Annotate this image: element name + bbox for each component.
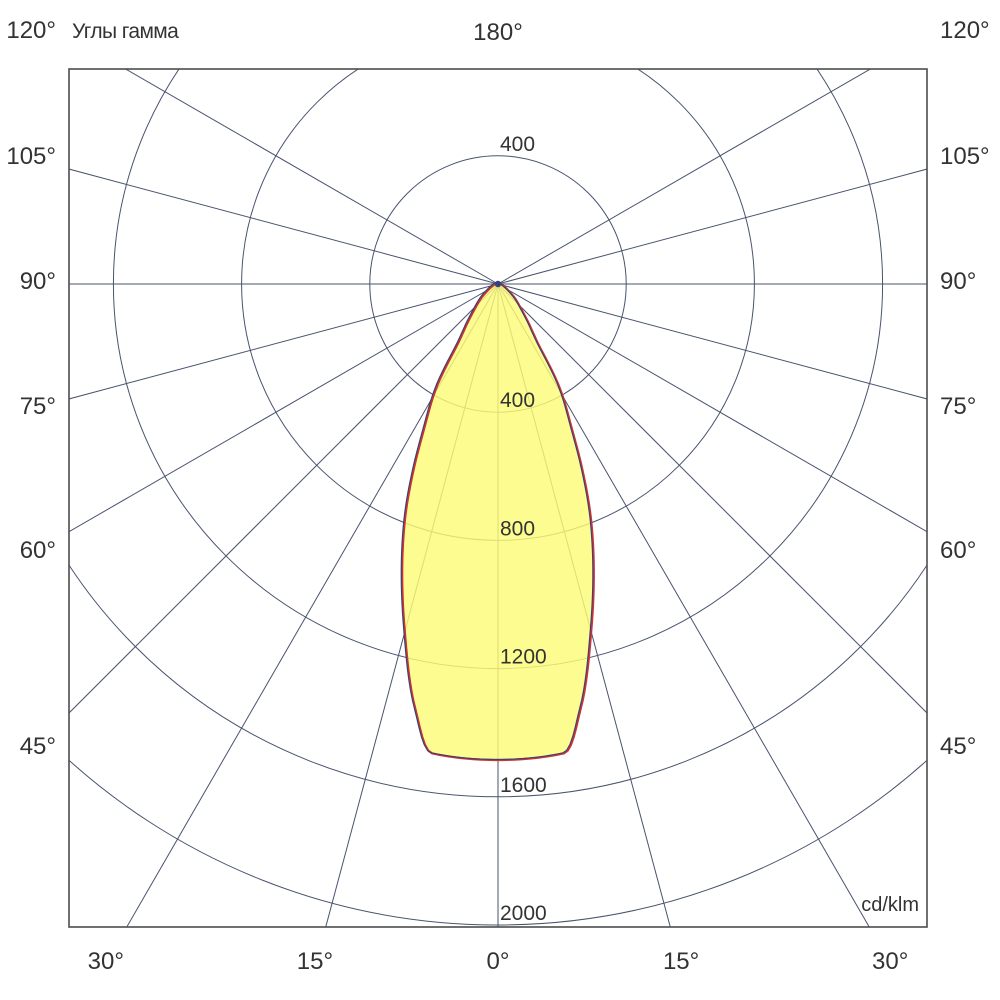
svg-text:75°: 75° (20, 393, 56, 420)
svg-text:30°: 30° (872, 948, 908, 975)
svg-text:60°: 60° (20, 537, 56, 564)
svg-text:15°: 15° (297, 948, 333, 975)
svg-text:60°: 60° (940, 537, 976, 564)
svg-text:105°: 105° (940, 143, 990, 170)
svg-text:75°: 75° (940, 393, 976, 420)
svg-text:45°: 45° (940, 733, 976, 760)
svg-text:1200: 1200 (500, 646, 547, 669)
svg-text:1600: 1600 (500, 774, 547, 797)
svg-text:2000: 2000 (500, 902, 547, 925)
svg-text:0°: 0° (487, 948, 510, 975)
svg-text:120°: 120° (6, 17, 56, 44)
svg-text:105°: 105° (6, 143, 56, 170)
svg-text:800: 800 (500, 517, 535, 540)
svg-text:180°: 180° (473, 19, 523, 46)
svg-text:30°: 30° (88, 948, 124, 975)
svg-text:cd/klm: cd/klm (861, 894, 919, 916)
svg-text:Углы гамма: Углы гамма (72, 20, 179, 43)
svg-text:400: 400 (500, 133, 535, 156)
svg-text:15°: 15° (663, 948, 699, 975)
svg-text:45°: 45° (20, 733, 56, 760)
svg-text:400: 400 (500, 389, 535, 412)
svg-text:90°: 90° (20, 268, 56, 295)
svg-text:90°: 90° (940, 268, 976, 295)
svg-text:120°: 120° (940, 17, 990, 44)
